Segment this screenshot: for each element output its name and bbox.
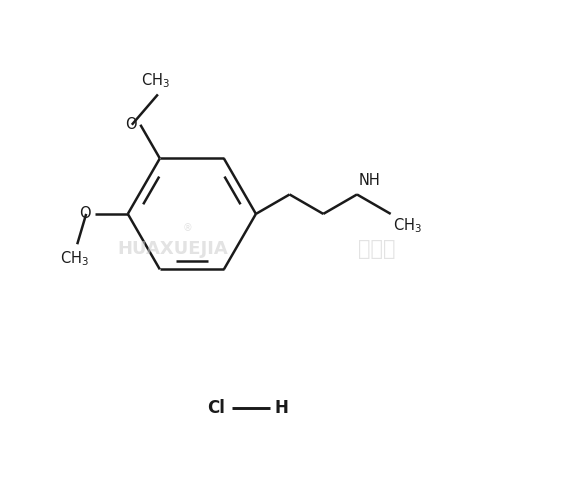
Text: HUAXUEJIA: HUAXUEJIA	[117, 240, 228, 259]
Text: 化学加: 化学加	[358, 240, 395, 260]
Text: NH: NH	[358, 173, 380, 188]
Text: H: H	[275, 399, 289, 418]
Text: CH$_3$: CH$_3$	[393, 216, 422, 235]
Text: CH$_3$: CH$_3$	[60, 249, 89, 268]
Text: Cl: Cl	[207, 399, 225, 418]
Text: ®: ®	[182, 223, 192, 233]
Text: O: O	[125, 117, 136, 132]
Text: CH$_3$: CH$_3$	[141, 71, 170, 90]
Text: O: O	[80, 206, 91, 221]
